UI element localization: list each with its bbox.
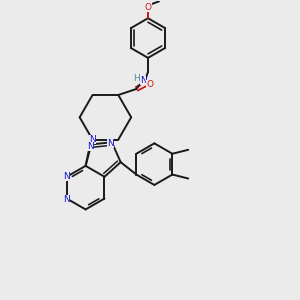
Text: N: N xyxy=(63,195,70,204)
Text: N: N xyxy=(63,172,70,181)
Text: H: H xyxy=(133,74,140,83)
Text: O: O xyxy=(145,3,152,12)
Text: O: O xyxy=(146,80,154,88)
Text: N: N xyxy=(89,135,96,144)
Text: N: N xyxy=(107,139,114,148)
Text: N: N xyxy=(140,76,146,85)
Text: N: N xyxy=(87,142,94,151)
